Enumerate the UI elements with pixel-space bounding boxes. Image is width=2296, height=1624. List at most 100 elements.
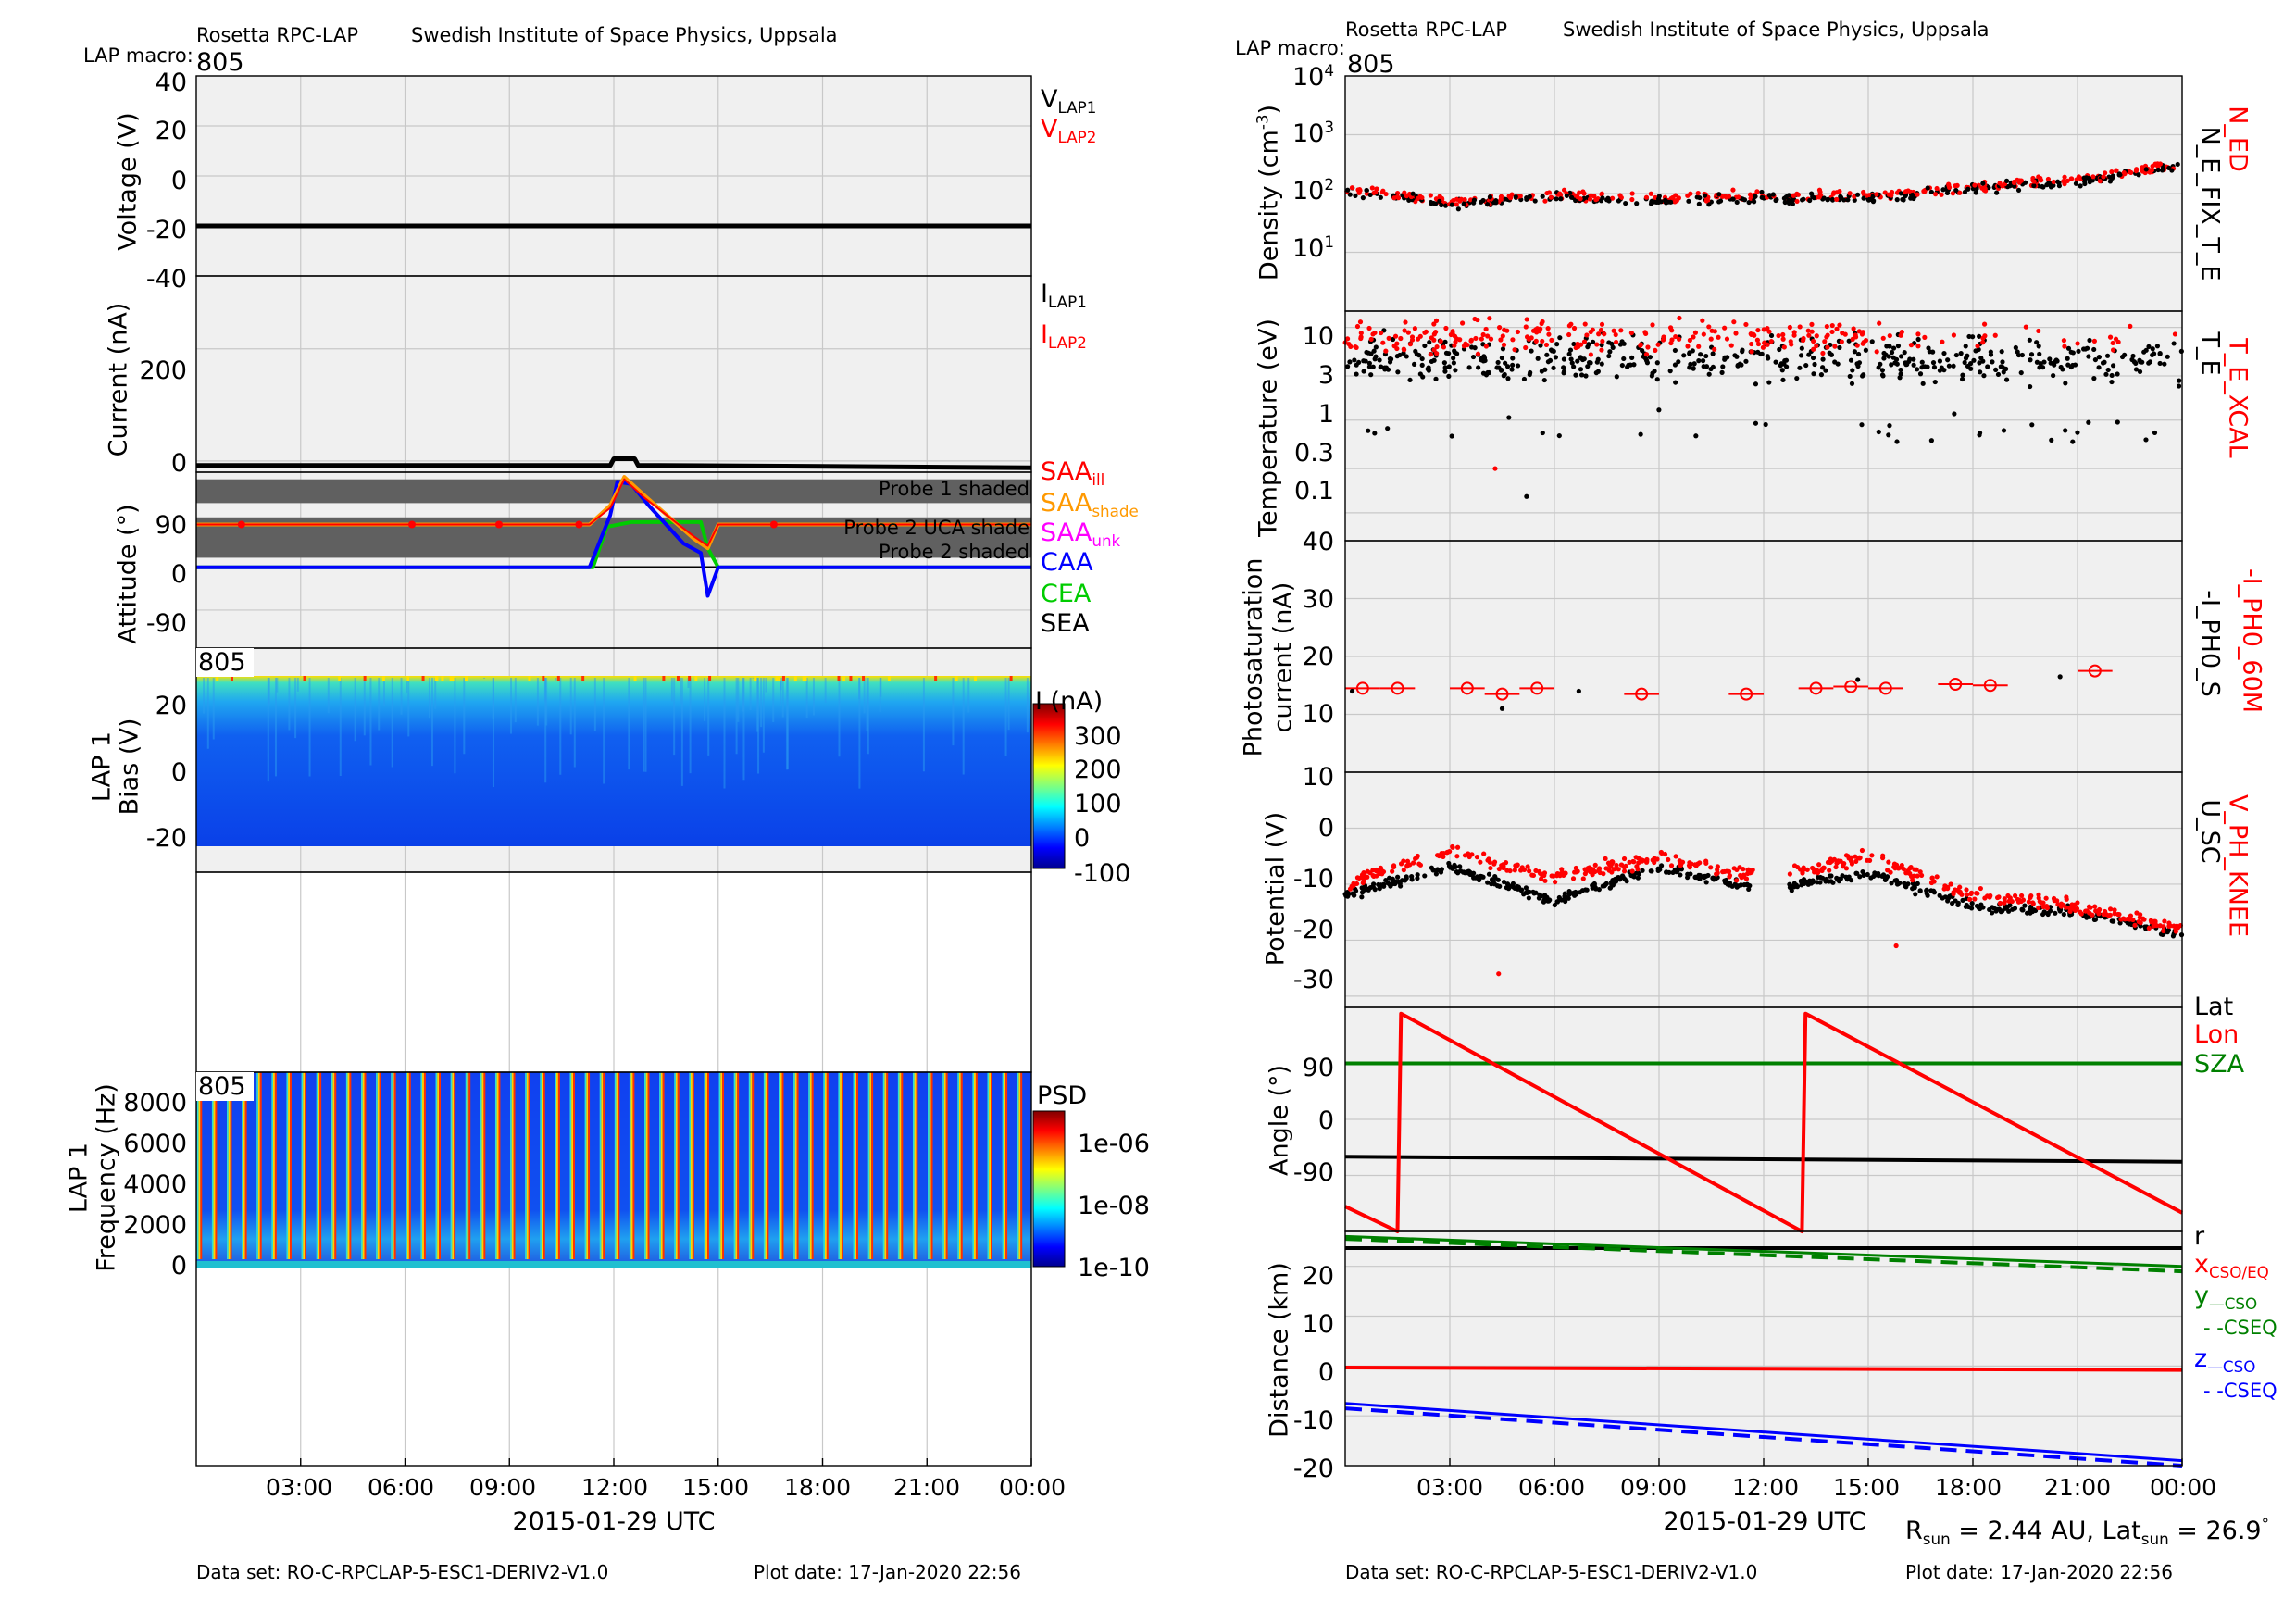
freq-stripe: [319, 1072, 322, 1259]
freq-stripe: [588, 1072, 591, 1259]
freq-stripe: [230, 1072, 232, 1259]
freq-stripe: [690, 1072, 693, 1259]
u-sc-point: [1789, 883, 1794, 890]
v-ph-knee-point: [1360, 880, 1366, 886]
v-ph-knee-point: [1373, 868, 1379, 874]
freq-stripe: [586, 1072, 589, 1259]
rsun-text: Rsun = 2.44 AU, Latsun = 26.9°: [1905, 1515, 2269, 1548]
u-sc-point: [1501, 879, 1507, 885]
t-e-point: [1930, 360, 1937, 366]
t-e-point: [1740, 349, 1745, 355]
v-ph-knee-point: [2036, 905, 2041, 911]
t-e-point: [1551, 365, 1556, 370]
n-e-fix-point: [1801, 196, 1806, 202]
t-e-point: [2109, 379, 2115, 385]
t-e-point: [1676, 359, 1681, 365]
t-e-xcal-point: [1431, 331, 1437, 337]
n-e-fix-point: [1502, 196, 1508, 202]
t-e-xcal-point: [1834, 326, 1840, 331]
t-e-point: [1743, 358, 1749, 364]
t-e-point: [1941, 368, 1947, 373]
iph0-s-point: [1499, 706, 1505, 711]
n-ed-point: [2051, 179, 2056, 185]
n-ed-point: [1548, 194, 1554, 200]
v-ph-knee-point: [1504, 868, 1510, 873]
n-e-fix-point: [1345, 187, 1351, 193]
freq-stripe: [510, 1072, 512, 1259]
n-e-fix-point: [1759, 194, 1765, 200]
u-sc-point: [1521, 892, 1527, 897]
v-ph-knee-point: [2002, 896, 2007, 902]
v-ph-knee-point: [1819, 868, 1825, 874]
left-xtick: 09:00: [468, 1474, 537, 1501]
t-e-point: [1960, 372, 1965, 378]
u-sc-point: [1590, 885, 1595, 891]
n-ed-point: [1847, 191, 1853, 196]
v-ph-knee-point: [2028, 893, 2034, 899]
legend-sea: SEA: [1041, 609, 1090, 638]
u-sc-point: [1865, 871, 1870, 878]
t-e-point: [1529, 348, 1534, 354]
t-e-point: [1373, 344, 1379, 350]
saa-ill-marker: [494, 520, 503, 529]
u-sc-point: [1658, 863, 1665, 868]
u-sc-point: [2061, 911, 2066, 918]
u-sc-point: [2053, 910, 2058, 916]
t-e-point: [1732, 353, 1738, 358]
t-e-point: [1366, 360, 1372, 366]
right-institute: Swedish Institute of Space Physics, Upps…: [1563, 19, 1990, 41]
freq-stripe: [571, 1072, 574, 1259]
t-e-xcal-point: [1755, 341, 1762, 347]
freq-stripe: [912, 1072, 915, 1259]
freq-stripe: [750, 1072, 753, 1259]
t-e-point: [1919, 359, 1925, 365]
freq-cbar-tick: 1e-06: [1078, 1130, 1150, 1158]
n-e-fix-point: [1809, 191, 1815, 196]
u-sc-point: [1404, 874, 1409, 880]
t-e-point: [1892, 360, 1898, 366]
potential-ytick: -20: [1292, 916, 1334, 944]
legend-saa-unk: SAAunk: [1041, 518, 1121, 550]
v-ph-knee-point: [1513, 863, 1518, 868]
u-sc-point: [1703, 880, 1709, 885]
t-e-point: [1779, 368, 1785, 373]
n-ed-point: [1428, 193, 1433, 198]
t-e-point: [1810, 355, 1816, 361]
u-sc-point: [1793, 882, 1799, 888]
t-e-point: [1649, 373, 1654, 379]
u-sc-point: [1578, 890, 1583, 895]
n-e-fix-point: [1852, 197, 1857, 203]
n-e-fix-point: [1854, 192, 1861, 197]
u-sc-point: [1460, 869, 1466, 875]
u-sc-point: [1584, 887, 1590, 893]
bias-colorbar: [1032, 703, 1066, 869]
legend-n-ed: N_ED: [2223, 106, 2252, 172]
t-e-point: [1782, 357, 1788, 364]
t-e-xcal-point: [1814, 343, 1819, 349]
v-ph-knee-point: [1802, 867, 1807, 872]
t-e-point: [1823, 368, 1828, 373]
u-sc-point: [1446, 863, 1453, 868]
t-e-xcal-point: [1951, 332, 1957, 338]
right-xtick: 15:00: [1832, 1474, 1901, 1501]
t-e-xcal-point: [1549, 337, 1554, 343]
u-sc-point: [2117, 920, 2123, 926]
v-ph-knee-point: [1529, 872, 1535, 878]
t-e-point: [1557, 335, 1563, 341]
freq-stripe: [808, 1072, 810, 1259]
t-e-point: [1427, 340, 1432, 345]
freq-stripe: [928, 1072, 930, 1259]
freq-stripe: [1004, 1072, 1006, 1259]
n-e-fix-point: [1770, 192, 1776, 197]
t-e-point: [2092, 356, 2099, 363]
u-sc-point: [2020, 907, 2026, 913]
t-e-xcal-point: [1853, 332, 1858, 338]
t-e-point: [1799, 345, 1804, 351]
t-e-point: [1937, 368, 1943, 373]
v-ph-knee-point: [1640, 857, 1646, 863]
t-e-point: [1419, 356, 1425, 362]
v-ph-knee-point: [1833, 864, 1839, 870]
t-e-point: [2047, 356, 2053, 362]
t-e-xcal-point: [2128, 323, 2133, 329]
freq-stripe: [557, 1072, 560, 1259]
